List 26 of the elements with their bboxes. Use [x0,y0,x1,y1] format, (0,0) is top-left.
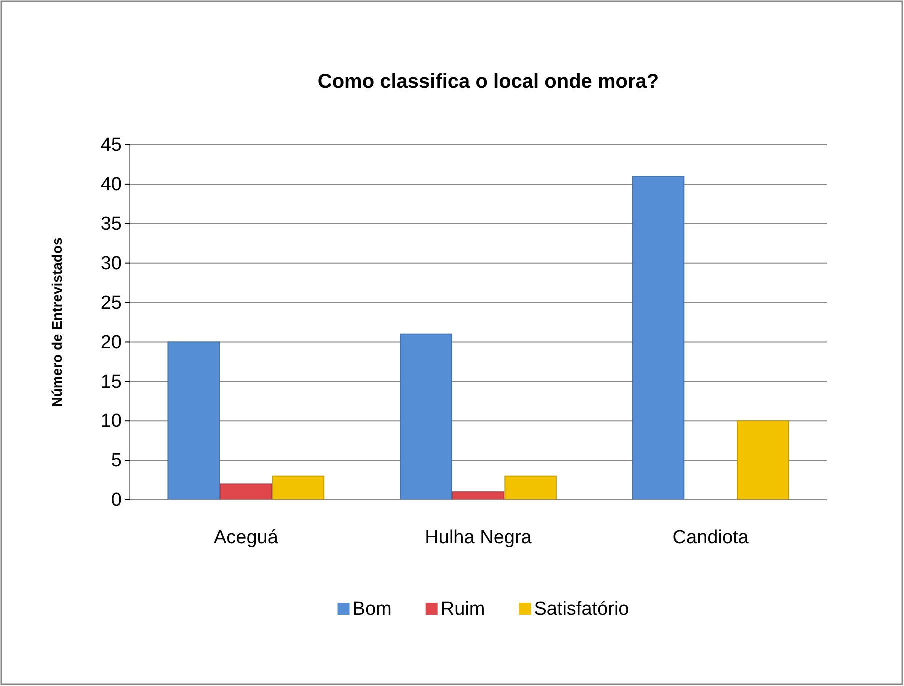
y-tick-label: 0 [111,490,122,512]
bar [272,476,325,500]
y-tick-label: 5 [111,450,122,472]
legend-label: Bom [352,599,392,620]
x-tick-label: Candiota [672,527,750,548]
bar [737,420,790,500]
y-tick-label: 25 [100,292,122,314]
chart-title: Como classifica o local onde mora? [318,71,660,93]
bar [400,334,452,500]
bar [504,476,557,500]
bar [220,484,272,500]
bar [452,492,505,500]
y-tick-label: 10 [100,411,122,432]
bar [168,342,220,500]
bar [632,176,685,500]
x-tick-label: Aceguá [214,527,279,548]
legend-label: Satisfatório [534,599,630,620]
y-tick-label: 15 [100,372,122,393]
legend-label: Ruim [440,599,486,620]
y-tick-label: 35 [100,214,122,235]
y-tick-label: 45 [100,135,122,156]
x-tick-label: Hulha Negra [425,527,532,548]
y-tick-label: 20 [100,332,122,354]
y-tick-label: 40 [100,174,122,196]
y-tick-label: 30 [100,253,122,274]
y-axis-title: Número de Entrevistados [49,237,65,408]
